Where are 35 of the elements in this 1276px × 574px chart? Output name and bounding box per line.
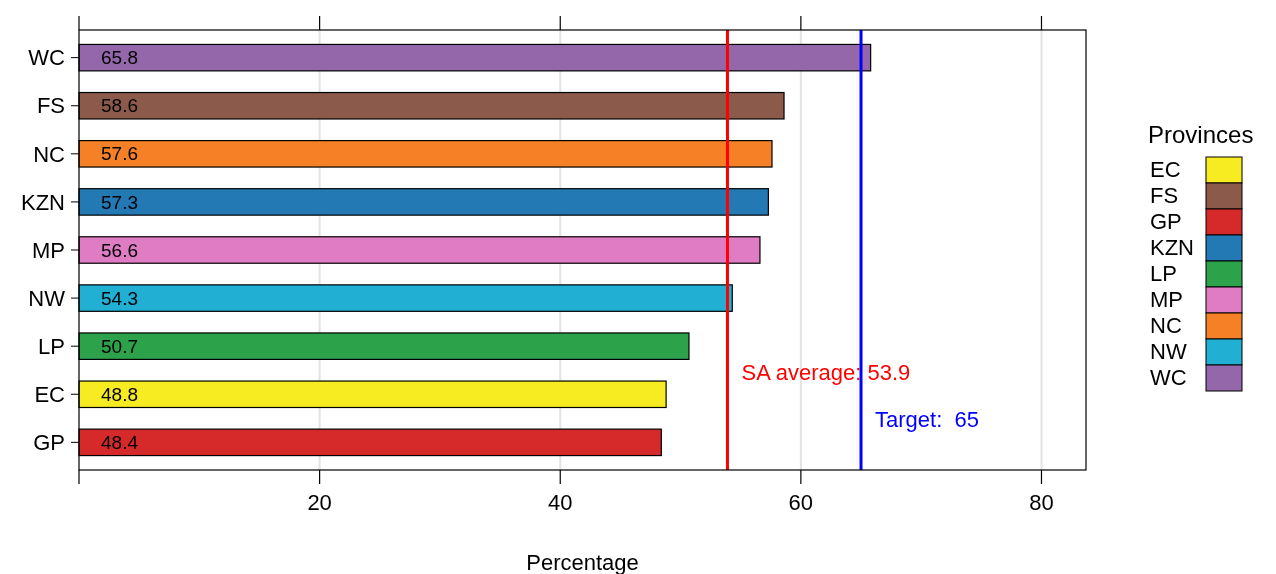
- x-tick-label: 40: [548, 490, 573, 515]
- data-label: 57.3: [101, 191, 138, 213]
- y-tick-label: KZN: [21, 189, 65, 215]
- y-tick-label: LP: [38, 333, 65, 359]
- legend-label: FS: [1150, 182, 1179, 208]
- x-axis-title: Percentage: [526, 550, 639, 574]
- x-tick-label: 80: [1029, 490, 1054, 515]
- data-label: 57.6: [101, 143, 138, 165]
- legend-label: KZN: [1150, 234, 1194, 260]
- ref-line-label: SA average: 53.9: [741, 359, 911, 385]
- y-tick-label: NW: [28, 285, 66, 311]
- data-label: 65.8: [101, 47, 138, 69]
- legend-label: NW: [1150, 338, 1187, 364]
- data-label: 58.6: [101, 95, 138, 117]
- y-tick-label: NC: [33, 141, 66, 167]
- ref-line-label: Target: 65: [875, 406, 979, 432]
- data-label: 48.4: [101, 432, 139, 453]
- x-tick-label: 60: [788, 490, 814, 515]
- data-label: 56.6: [101, 239, 138, 261]
- legend-title: Provinces: [1148, 121, 1254, 148]
- y-tick-label: FS: [36, 93, 65, 119]
- x-tick-label: 20: [307, 490, 332, 515]
- legend-label: GP: [1150, 208, 1182, 234]
- legend-label: MP: [1150, 286, 1183, 312]
- legend-label: WC: [1150, 364, 1187, 390]
- y-tick-label: GP: [33, 430, 65, 456]
- y-tick-label: EC: [34, 381, 66, 407]
- data-label: 48.8: [101, 383, 138, 405]
- y-tick-label: MP: [32, 237, 65, 263]
- legend-label: EC: [1150, 156, 1181, 182]
- legend-label: NC: [1150, 312, 1182, 338]
- data-label: 50.7: [101, 335, 138, 357]
- data-label: 54.3: [101, 287, 138, 309]
- y-tick-label: WC: [28, 45, 66, 71]
- legend-label: LP: [1150, 260, 1177, 286]
